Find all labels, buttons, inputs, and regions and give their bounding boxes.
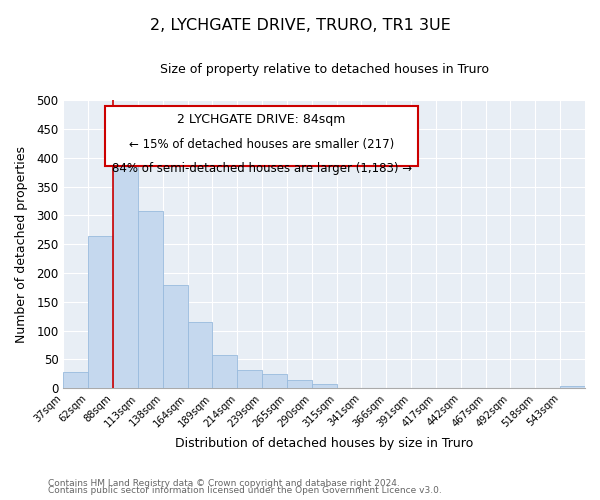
Y-axis label: Number of detached properties: Number of detached properties bbox=[15, 146, 28, 342]
Bar bbox=[287, 380, 312, 388]
X-axis label: Distribution of detached houses by size in Truro: Distribution of detached houses by size … bbox=[175, 437, 473, 450]
Bar bbox=[88, 236, 113, 388]
Text: 2, LYCHGATE DRIVE, TRURO, TR1 3UE: 2, LYCHGATE DRIVE, TRURO, TR1 3UE bbox=[149, 18, 451, 32]
Bar bbox=[237, 370, 262, 388]
Title: Size of property relative to detached houses in Truro: Size of property relative to detached ho… bbox=[160, 62, 489, 76]
Bar bbox=[64, 372, 88, 388]
Bar bbox=[560, 386, 585, 388]
Bar bbox=[105, 106, 418, 166]
Text: Contains HM Land Registry data © Crown copyright and database right 2024.: Contains HM Land Registry data © Crown c… bbox=[48, 478, 400, 488]
Text: 84% of semi-detached houses are larger (1,183) →: 84% of semi-detached houses are larger (… bbox=[112, 162, 412, 175]
Bar bbox=[188, 322, 212, 388]
Text: 2 LYCHGATE DRIVE: 84sqm: 2 LYCHGATE DRIVE: 84sqm bbox=[178, 113, 346, 126]
Bar bbox=[262, 374, 287, 388]
Bar bbox=[212, 355, 237, 388]
Bar bbox=[312, 384, 337, 388]
Text: ← 15% of detached houses are smaller (217): ← 15% of detached houses are smaller (21… bbox=[129, 138, 394, 150]
Bar bbox=[163, 284, 188, 388]
Bar bbox=[113, 164, 138, 388]
Bar bbox=[138, 211, 163, 388]
Text: Contains public sector information licensed under the Open Government Licence v3: Contains public sector information licen… bbox=[48, 486, 442, 495]
